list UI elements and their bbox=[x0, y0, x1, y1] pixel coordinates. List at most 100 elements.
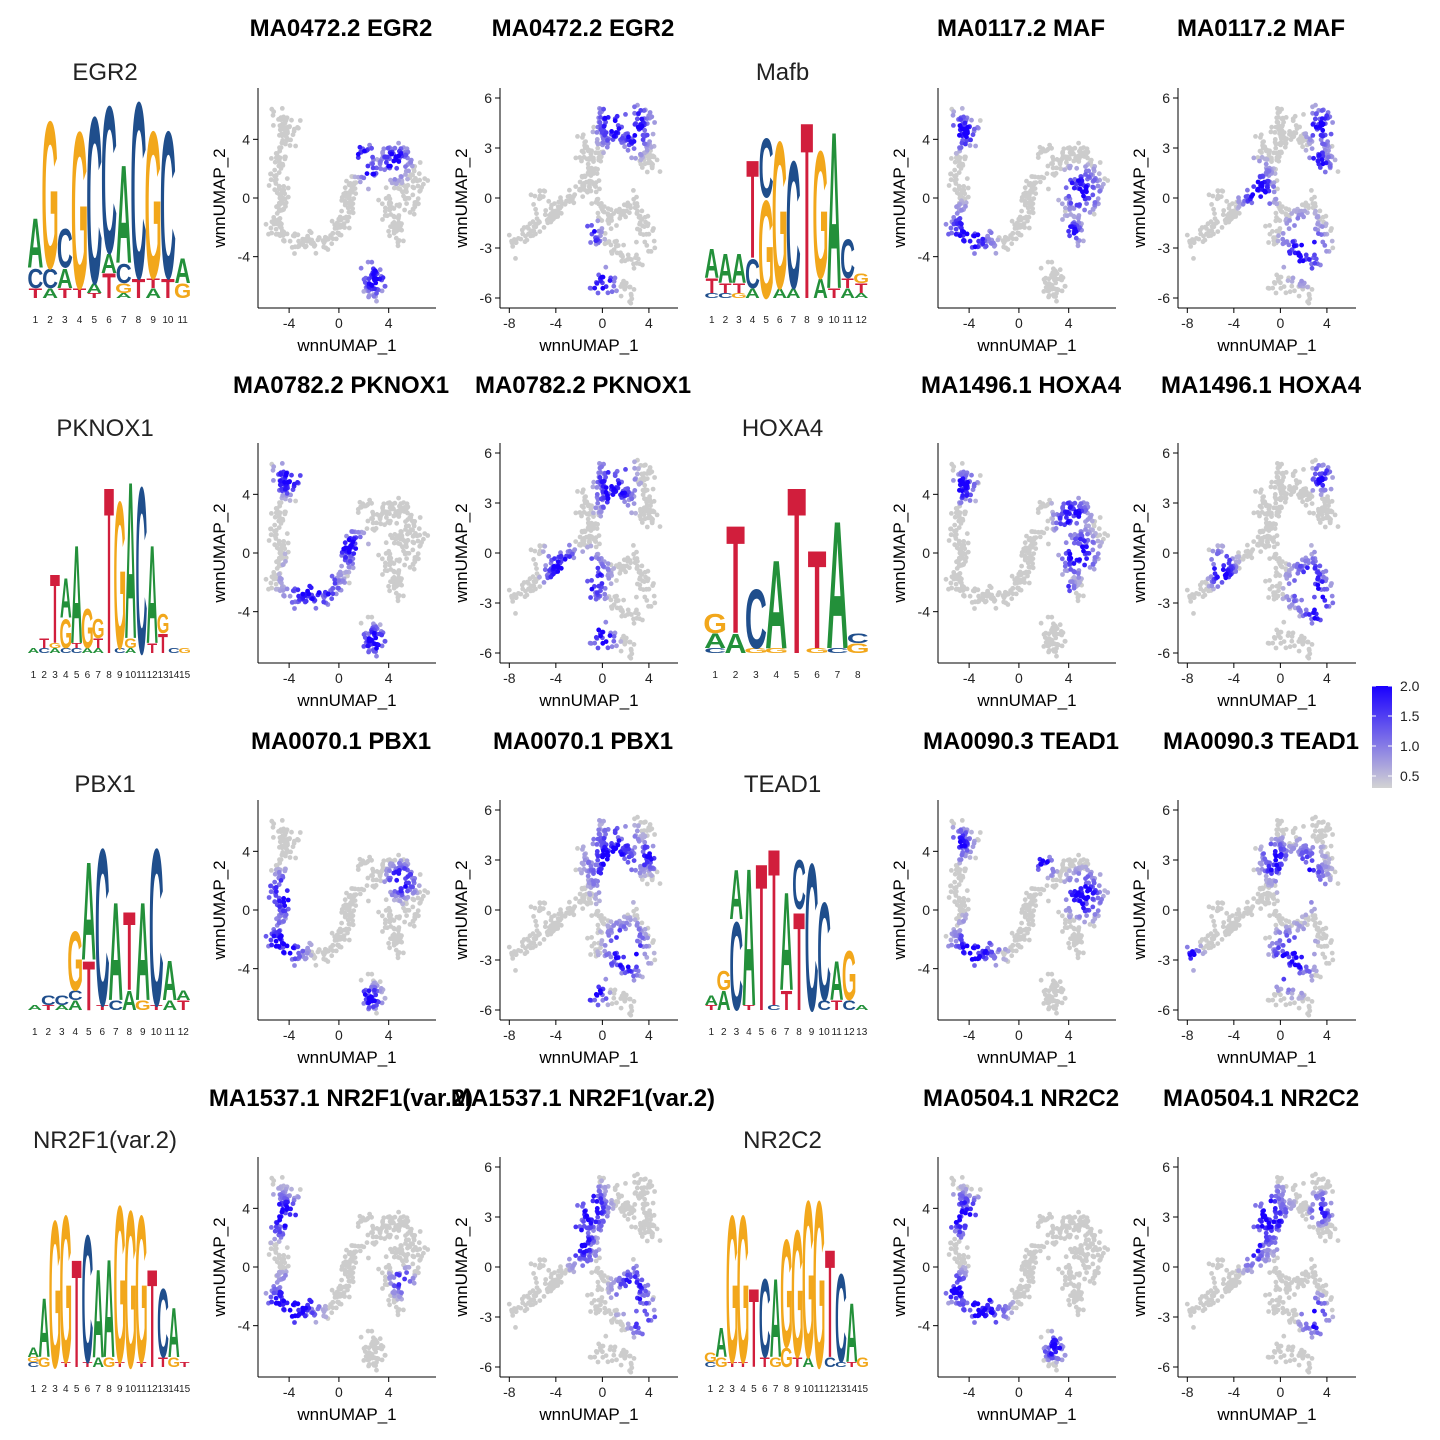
cell-point bbox=[1303, 252, 1309, 258]
cell-point bbox=[1267, 201, 1273, 207]
logo-position-label: 3 bbox=[62, 315, 68, 326]
logo-letter-A: A bbox=[786, 285, 801, 301]
cell-point bbox=[633, 610, 638, 616]
cell-point bbox=[602, 231, 608, 236]
cell-point bbox=[1030, 556, 1036, 562]
cell-point bbox=[273, 226, 279, 232]
cell-point bbox=[960, 493, 966, 498]
cell-point bbox=[948, 225, 954, 231]
cell-point bbox=[506, 587, 512, 593]
cell-point bbox=[1224, 198, 1230, 204]
cell-point bbox=[513, 256, 518, 261]
cell-point bbox=[419, 185, 424, 190]
cell-point bbox=[353, 191, 359, 197]
cell-point bbox=[1292, 578, 1297, 583]
cell-point bbox=[573, 155, 579, 161]
logo-position-label: 4 bbox=[774, 670, 780, 681]
cell-point bbox=[1090, 207, 1096, 212]
logo-letter-G: G bbox=[71, 85, 88, 336]
cell-point bbox=[587, 155, 592, 161]
cell-point bbox=[1273, 290, 1279, 296]
cell-point bbox=[357, 179, 363, 185]
cell-point bbox=[1024, 178, 1029, 184]
cell-point bbox=[1233, 559, 1239, 564]
cell-point bbox=[386, 163, 392, 169]
cell-point bbox=[611, 638, 617, 644]
logo-letter-G: G bbox=[157, 607, 170, 639]
panel-title: MA0782.2 PKNOX1 bbox=[475, 372, 691, 399]
cell-point bbox=[951, 109, 957, 115]
cell-point bbox=[1063, 205, 1068, 211]
cell-point bbox=[1209, 202, 1214, 207]
cell-point bbox=[1273, 521, 1278, 527]
cell-point bbox=[1046, 636, 1052, 641]
cell-point bbox=[1076, 178, 1081, 184]
cell-point bbox=[988, 585, 994, 591]
cell-point bbox=[609, 129, 614, 134]
cell-point bbox=[605, 138, 610, 143]
cell-point bbox=[404, 201, 409, 207]
logo-letter-A: A bbox=[704, 241, 719, 288]
cell-point bbox=[1320, 161, 1326, 167]
cell-point bbox=[608, 581, 614, 587]
cell-point bbox=[611, 133, 617, 139]
cell-point bbox=[1283, 495, 1289, 501]
cell-point bbox=[631, 261, 636, 267]
cell-point bbox=[380, 217, 385, 222]
cell-point bbox=[581, 150, 586, 155]
logo-letter-C: C bbox=[57, 218, 73, 281]
logo-letter-C: C bbox=[160, 88, 176, 323]
cell-point bbox=[1041, 530, 1047, 536]
cell-point bbox=[1220, 188, 1226, 194]
logo-position-label: 12 bbox=[856, 315, 868, 326]
cell-point bbox=[343, 555, 348, 560]
cell-point bbox=[1305, 639, 1311, 645]
y-tick-label: 4 bbox=[922, 131, 930, 147]
cell-point bbox=[346, 564, 352, 570]
cell-point bbox=[1058, 629, 1064, 634]
cell-point bbox=[385, 145, 391, 151]
cell-point bbox=[325, 247, 331, 252]
logo-position-label: 1 bbox=[31, 670, 37, 681]
logo-position-label: 2 bbox=[733, 670, 739, 681]
logo-letter-T: T bbox=[58, 285, 72, 301]
cell-point bbox=[957, 132, 962, 138]
cell-point bbox=[364, 171, 370, 177]
cell-point bbox=[357, 891, 363, 897]
logo-position-label: 6 bbox=[99, 1027, 105, 1038]
logo-letter-C: C bbox=[745, 574, 767, 667]
cell-point bbox=[393, 235, 399, 241]
cell-point bbox=[654, 157, 660, 163]
cell-point bbox=[1317, 208, 1323, 214]
cell-point bbox=[562, 556, 568, 562]
logo-position-label: 15 bbox=[179, 670, 191, 681]
x-tick-label: 4 bbox=[385, 670, 393, 686]
cell-point bbox=[1251, 539, 1257, 544]
y-tick-label: 3 bbox=[484, 140, 492, 156]
cell-point bbox=[295, 232, 301, 238]
panel-title: MA0472.2 EGR2 bbox=[492, 15, 675, 42]
cell-point bbox=[603, 130, 609, 136]
cell-point bbox=[1041, 277, 1047, 282]
cell-point bbox=[329, 596, 335, 602]
cell-point bbox=[613, 243, 619, 249]
cell-point bbox=[1059, 201, 1065, 207]
cell-point bbox=[1281, 639, 1287, 644]
cell-point bbox=[1312, 549, 1317, 555]
cell-point bbox=[972, 481, 977, 487]
cell-point bbox=[589, 223, 594, 228]
cell-point bbox=[1067, 233, 1072, 239]
cell-point bbox=[1056, 552, 1061, 558]
cell-point bbox=[598, 509, 603, 515]
cell-point bbox=[343, 913, 348, 918]
cell-point bbox=[283, 472, 289, 478]
cell-point bbox=[1091, 566, 1097, 572]
points-layer bbox=[263, 818, 431, 1016]
cell-point bbox=[1215, 584, 1221, 589]
cell-point bbox=[1315, 575, 1321, 580]
cell-point bbox=[1075, 540, 1081, 546]
cell-point bbox=[1258, 194, 1264, 200]
cell-point bbox=[1315, 569, 1321, 575]
cell-point bbox=[531, 557, 536, 562]
cell-point bbox=[1259, 505, 1264, 510]
